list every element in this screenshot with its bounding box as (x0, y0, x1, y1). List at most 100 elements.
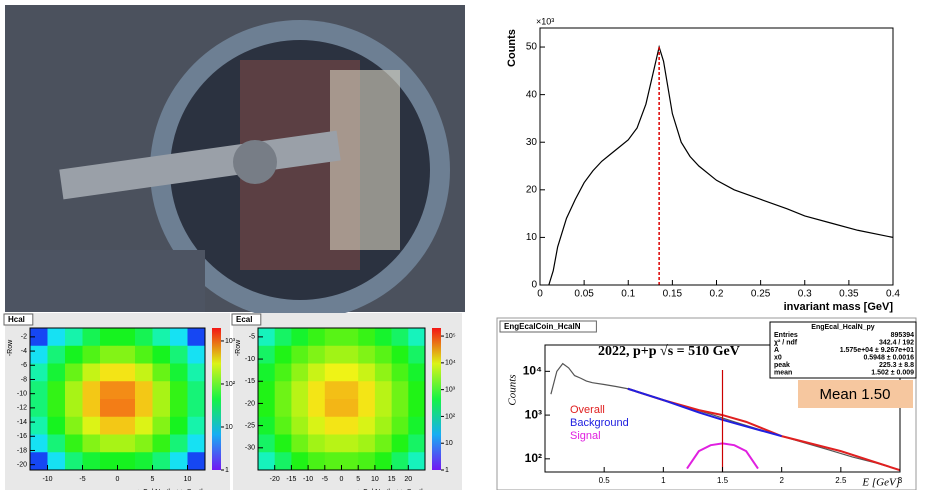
heat-cell (65, 381, 83, 400)
chart-title: Ecal (236, 315, 252, 324)
annotation: 2022, p+p √s = 510 GeV (598, 344, 740, 359)
heat-cell (135, 381, 153, 400)
x-tick-label: -10 (303, 476, 313, 483)
heat-cell (152, 381, 171, 400)
heat-cell (341, 363, 359, 382)
x-tick-label: -5 (322, 476, 328, 483)
heat-cell (135, 399, 153, 418)
plot-content (548, 44, 893, 285)
x-tick-label: 0.4 (886, 289, 900, 300)
x-tick-label: 10 (371, 476, 379, 483)
heat-cell (358, 452, 376, 470)
colorbar-tick-label: 10⁴ (445, 360, 456, 367)
heat-cell (374, 381, 392, 400)
y-tick-label: 10 (526, 232, 538, 243)
heat-cell (324, 399, 342, 418)
heat-cell (258, 328, 275, 347)
heat-cell (408, 345, 425, 364)
heat-cell (47, 399, 66, 418)
heat-cell (258, 399, 275, 418)
heat-cell (358, 434, 376, 453)
heat-cell (391, 416, 409, 435)
heat-cell (291, 345, 309, 364)
x-tick-label: -15 (286, 476, 296, 483)
heat-cell (291, 434, 309, 453)
stats-title: EngEcal_HcalN_py (811, 324, 875, 331)
heat-cell (187, 381, 205, 400)
x-tick-label: 0.3 (798, 289, 812, 300)
heat-cell (187, 452, 205, 470)
legend-entry: Signal (570, 430, 601, 442)
heat-cell (341, 434, 359, 453)
heat-cell (82, 452, 101, 470)
heat-cell (391, 452, 409, 470)
legend-entry: Overall (570, 404, 605, 416)
heat-cell (324, 381, 342, 400)
plot-content (30, 328, 205, 470)
heat-cell (152, 399, 171, 418)
heat-cell (308, 345, 326, 364)
y-multiplier: ×10³ (536, 16, 554, 26)
colorbar-tick-label: 10 (445, 440, 453, 447)
heat-cell (308, 434, 326, 453)
heat-cell (100, 345, 118, 364)
heat-cell (308, 363, 326, 382)
heat-cell (358, 416, 376, 435)
heat-cell (324, 328, 342, 347)
x-tick-label: 5 (356, 476, 360, 483)
heat-cell (358, 381, 376, 400)
x-axis-label: +-Col North <-> South (356, 489, 425, 490)
heat-cell (374, 452, 392, 470)
heat-cell (117, 452, 136, 470)
heat-cell (170, 399, 188, 418)
heat-cell (408, 328, 425, 347)
heat-cell (341, 345, 359, 364)
y-tick-label: 10⁴ (523, 364, 542, 378)
heat-cell (100, 399, 118, 418)
x-tick-label: 0.2 (710, 289, 724, 300)
heat-cell (135, 434, 153, 453)
heat-cell (47, 345, 66, 364)
heat-cell (100, 381, 118, 400)
heat-cell (100, 452, 118, 470)
heat-cell (117, 345, 136, 364)
heat-cell (47, 416, 66, 435)
heat-cell (258, 452, 275, 470)
heat-cell (324, 363, 342, 382)
x-tick-label: 0.1 (621, 289, 635, 300)
title-box (499, 320, 597, 333)
heat-cell (324, 452, 342, 470)
heat-cell (135, 328, 153, 347)
title-box (231, 313, 262, 326)
heat-cell (117, 363, 136, 382)
y-tick-label: -4 (21, 348, 27, 355)
x-tick-label: 1.5 (717, 476, 729, 485)
heat-cell (274, 434, 292, 453)
heat-cell (374, 416, 392, 435)
stats-key: χ² / ndf (774, 339, 798, 346)
x-tick-label: -5 (79, 476, 85, 483)
heat-cell (324, 434, 342, 453)
heat-cell (341, 452, 359, 470)
heat-cell (30, 345, 48, 364)
heat-cell (30, 381, 48, 400)
heat-cell (152, 452, 171, 470)
heat-cell (152, 363, 171, 382)
heat-cell (82, 416, 101, 435)
stats-value: 1.502 ± 0.009 (871, 369, 914, 376)
heat-cell (308, 399, 326, 418)
y-tick-label: -14 (17, 419, 27, 426)
stats-key: Entries (774, 332, 798, 339)
y-tick-label: -15 (245, 378, 255, 385)
data-line (627, 387, 782, 438)
heat-cell (30, 363, 48, 382)
x-tick-label: 0.15 (663, 289, 683, 300)
heat-cell (187, 345, 205, 364)
heat-cell (391, 399, 409, 418)
stats-key: A (774, 347, 779, 354)
heat-cell (65, 416, 83, 435)
heat-cell (82, 345, 101, 364)
heat-cell (100, 434, 118, 453)
heat-cell (47, 328, 66, 347)
x-tick-label: 0 (537, 289, 543, 300)
